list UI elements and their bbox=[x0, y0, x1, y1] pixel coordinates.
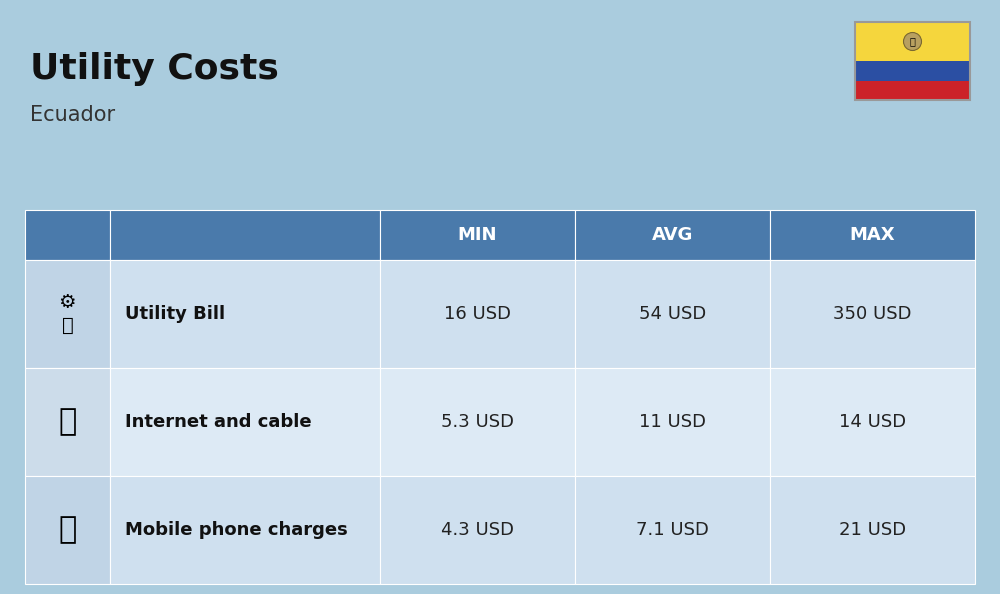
Text: Utility Bill: Utility Bill bbox=[125, 305, 225, 323]
Text: 350 USD: 350 USD bbox=[833, 305, 912, 323]
Bar bbox=[855, 61, 970, 81]
Text: ⚙️
🔌: ⚙️ 🔌 bbox=[59, 293, 76, 334]
Bar bbox=[380, 368, 575, 476]
Bar bbox=[855, 81, 970, 100]
Bar bbox=[575, 476, 770, 584]
Text: 16 USD: 16 USD bbox=[444, 305, 511, 323]
Text: AVG: AVG bbox=[652, 226, 693, 244]
Text: 📱: 📱 bbox=[58, 516, 77, 545]
Text: MIN: MIN bbox=[458, 226, 497, 244]
Bar bbox=[380, 210, 575, 260]
Text: 4.3 USD: 4.3 USD bbox=[441, 521, 514, 539]
Text: 5.3 USD: 5.3 USD bbox=[441, 413, 514, 431]
Bar bbox=[770, 260, 975, 368]
Text: 54 USD: 54 USD bbox=[639, 305, 706, 323]
Text: 📶: 📶 bbox=[58, 407, 77, 437]
Bar bbox=[110, 210, 380, 260]
Text: 7.1 USD: 7.1 USD bbox=[636, 521, 709, 539]
Text: 🦅: 🦅 bbox=[910, 36, 915, 46]
Bar bbox=[25, 260, 110, 368]
Bar bbox=[25, 210, 110, 260]
Bar bbox=[770, 210, 975, 260]
Bar bbox=[770, 476, 975, 584]
Circle shape bbox=[904, 33, 922, 50]
Bar bbox=[110, 368, 380, 476]
Bar bbox=[110, 476, 380, 584]
Text: Mobile phone charges: Mobile phone charges bbox=[125, 521, 348, 539]
Bar bbox=[575, 368, 770, 476]
Text: 11 USD: 11 USD bbox=[639, 413, 706, 431]
Bar bbox=[380, 260, 575, 368]
Text: MAX: MAX bbox=[850, 226, 895, 244]
Bar bbox=[380, 476, 575, 584]
Bar bbox=[25, 476, 110, 584]
Bar bbox=[855, 22, 970, 100]
Text: Ecuador: Ecuador bbox=[30, 105, 115, 125]
Bar bbox=[855, 22, 970, 61]
Text: Utility Costs: Utility Costs bbox=[30, 52, 279, 86]
Bar bbox=[110, 260, 380, 368]
Text: 14 USD: 14 USD bbox=[839, 413, 906, 431]
Bar bbox=[770, 368, 975, 476]
Text: Internet and cable: Internet and cable bbox=[125, 413, 312, 431]
Bar bbox=[575, 210, 770, 260]
Bar bbox=[575, 260, 770, 368]
Bar bbox=[25, 368, 110, 476]
Text: 21 USD: 21 USD bbox=[839, 521, 906, 539]
